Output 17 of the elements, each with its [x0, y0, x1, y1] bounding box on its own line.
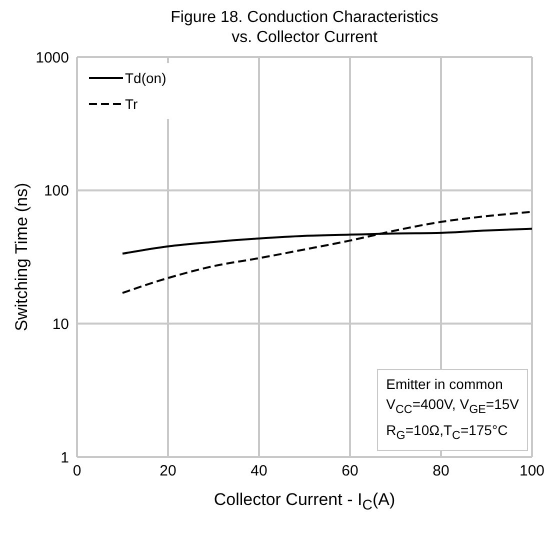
x-axis-title: Collector Current - I$_{C}$(A)	[214, 490, 396, 514]
x-tick-label: 40	[250, 462, 268, 480]
legend-label: Td(on)	[125, 69, 166, 88]
x-tick-label: 60	[342, 462, 358, 480]
x-tick-label: 20	[160, 462, 176, 480]
x-tick-label: 100	[519, 462, 545, 480]
chart-title: Figure 18. Conduction Characteristics vs. Collector Current	[170, 9, 438, 46]
y-axis-title: Switching Time (ns)	[12, 182, 32, 332]
line-series	[122, 210, 532, 294]
y-tick-label: 10	[52, 316, 69, 333]
x-tick-label: 80	[432, 462, 450, 480]
text: Emitter in common V$_{CC}$=400V, V$_{GE}$=15V R$_{G}$=10Ω,T$_{C}$=175°C	[386, 376, 519, 442]
y-tick-label: 1	[60, 449, 69, 466]
legend-label: Tr	[125, 95, 138, 114]
y-tick-label: 100	[44, 182, 69, 200]
y-tick-label: 1000	[36, 49, 69, 66]
x-tick-label: 0	[72, 462, 82, 480]
